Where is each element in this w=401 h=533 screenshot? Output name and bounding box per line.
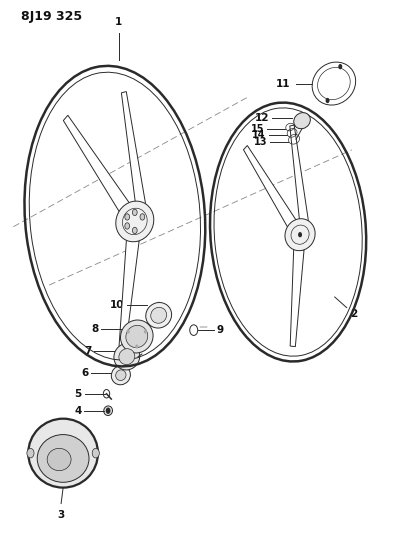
Text: 6: 6 [81, 368, 89, 377]
Ellipse shape [47, 448, 71, 471]
Text: 3: 3 [57, 511, 65, 520]
Text: 5: 5 [75, 389, 82, 399]
Ellipse shape [119, 349, 135, 365]
Text: 13: 13 [254, 137, 267, 147]
Polygon shape [290, 125, 308, 222]
Text: 8J19 325: 8J19 325 [21, 10, 83, 23]
Text: 9: 9 [217, 325, 224, 335]
Polygon shape [119, 239, 139, 350]
Ellipse shape [28, 419, 98, 488]
Ellipse shape [114, 343, 140, 370]
Circle shape [132, 227, 137, 233]
Ellipse shape [92, 448, 99, 458]
Text: 7: 7 [84, 346, 91, 357]
Circle shape [298, 232, 302, 237]
Ellipse shape [27, 448, 34, 458]
Circle shape [144, 329, 147, 334]
Ellipse shape [115, 370, 126, 381]
Text: 12: 12 [255, 113, 269, 123]
Text: 1: 1 [115, 17, 122, 27]
Ellipse shape [120, 320, 153, 353]
Text: 14: 14 [252, 130, 266, 140]
Ellipse shape [294, 112, 310, 129]
Ellipse shape [116, 201, 154, 242]
Text: 10: 10 [109, 300, 124, 310]
Text: 4: 4 [74, 406, 81, 416]
Circle shape [125, 223, 130, 229]
Polygon shape [243, 146, 296, 228]
Ellipse shape [37, 434, 89, 482]
Circle shape [125, 214, 130, 220]
Text: 15: 15 [251, 124, 264, 134]
Circle shape [338, 64, 342, 69]
Circle shape [326, 98, 330, 103]
Text: 2: 2 [350, 309, 357, 319]
Polygon shape [63, 115, 130, 213]
Polygon shape [122, 92, 146, 207]
Circle shape [106, 408, 111, 414]
Circle shape [135, 344, 138, 349]
Ellipse shape [151, 308, 167, 323]
Circle shape [132, 209, 137, 216]
Ellipse shape [146, 303, 172, 328]
Circle shape [127, 329, 130, 334]
Text: 11: 11 [275, 78, 290, 88]
Ellipse shape [104, 406, 113, 416]
Ellipse shape [111, 366, 130, 385]
Ellipse shape [285, 219, 315, 251]
Text: 8: 8 [91, 324, 98, 334]
Circle shape [140, 214, 145, 220]
Polygon shape [290, 249, 304, 346]
Ellipse shape [126, 325, 148, 348]
